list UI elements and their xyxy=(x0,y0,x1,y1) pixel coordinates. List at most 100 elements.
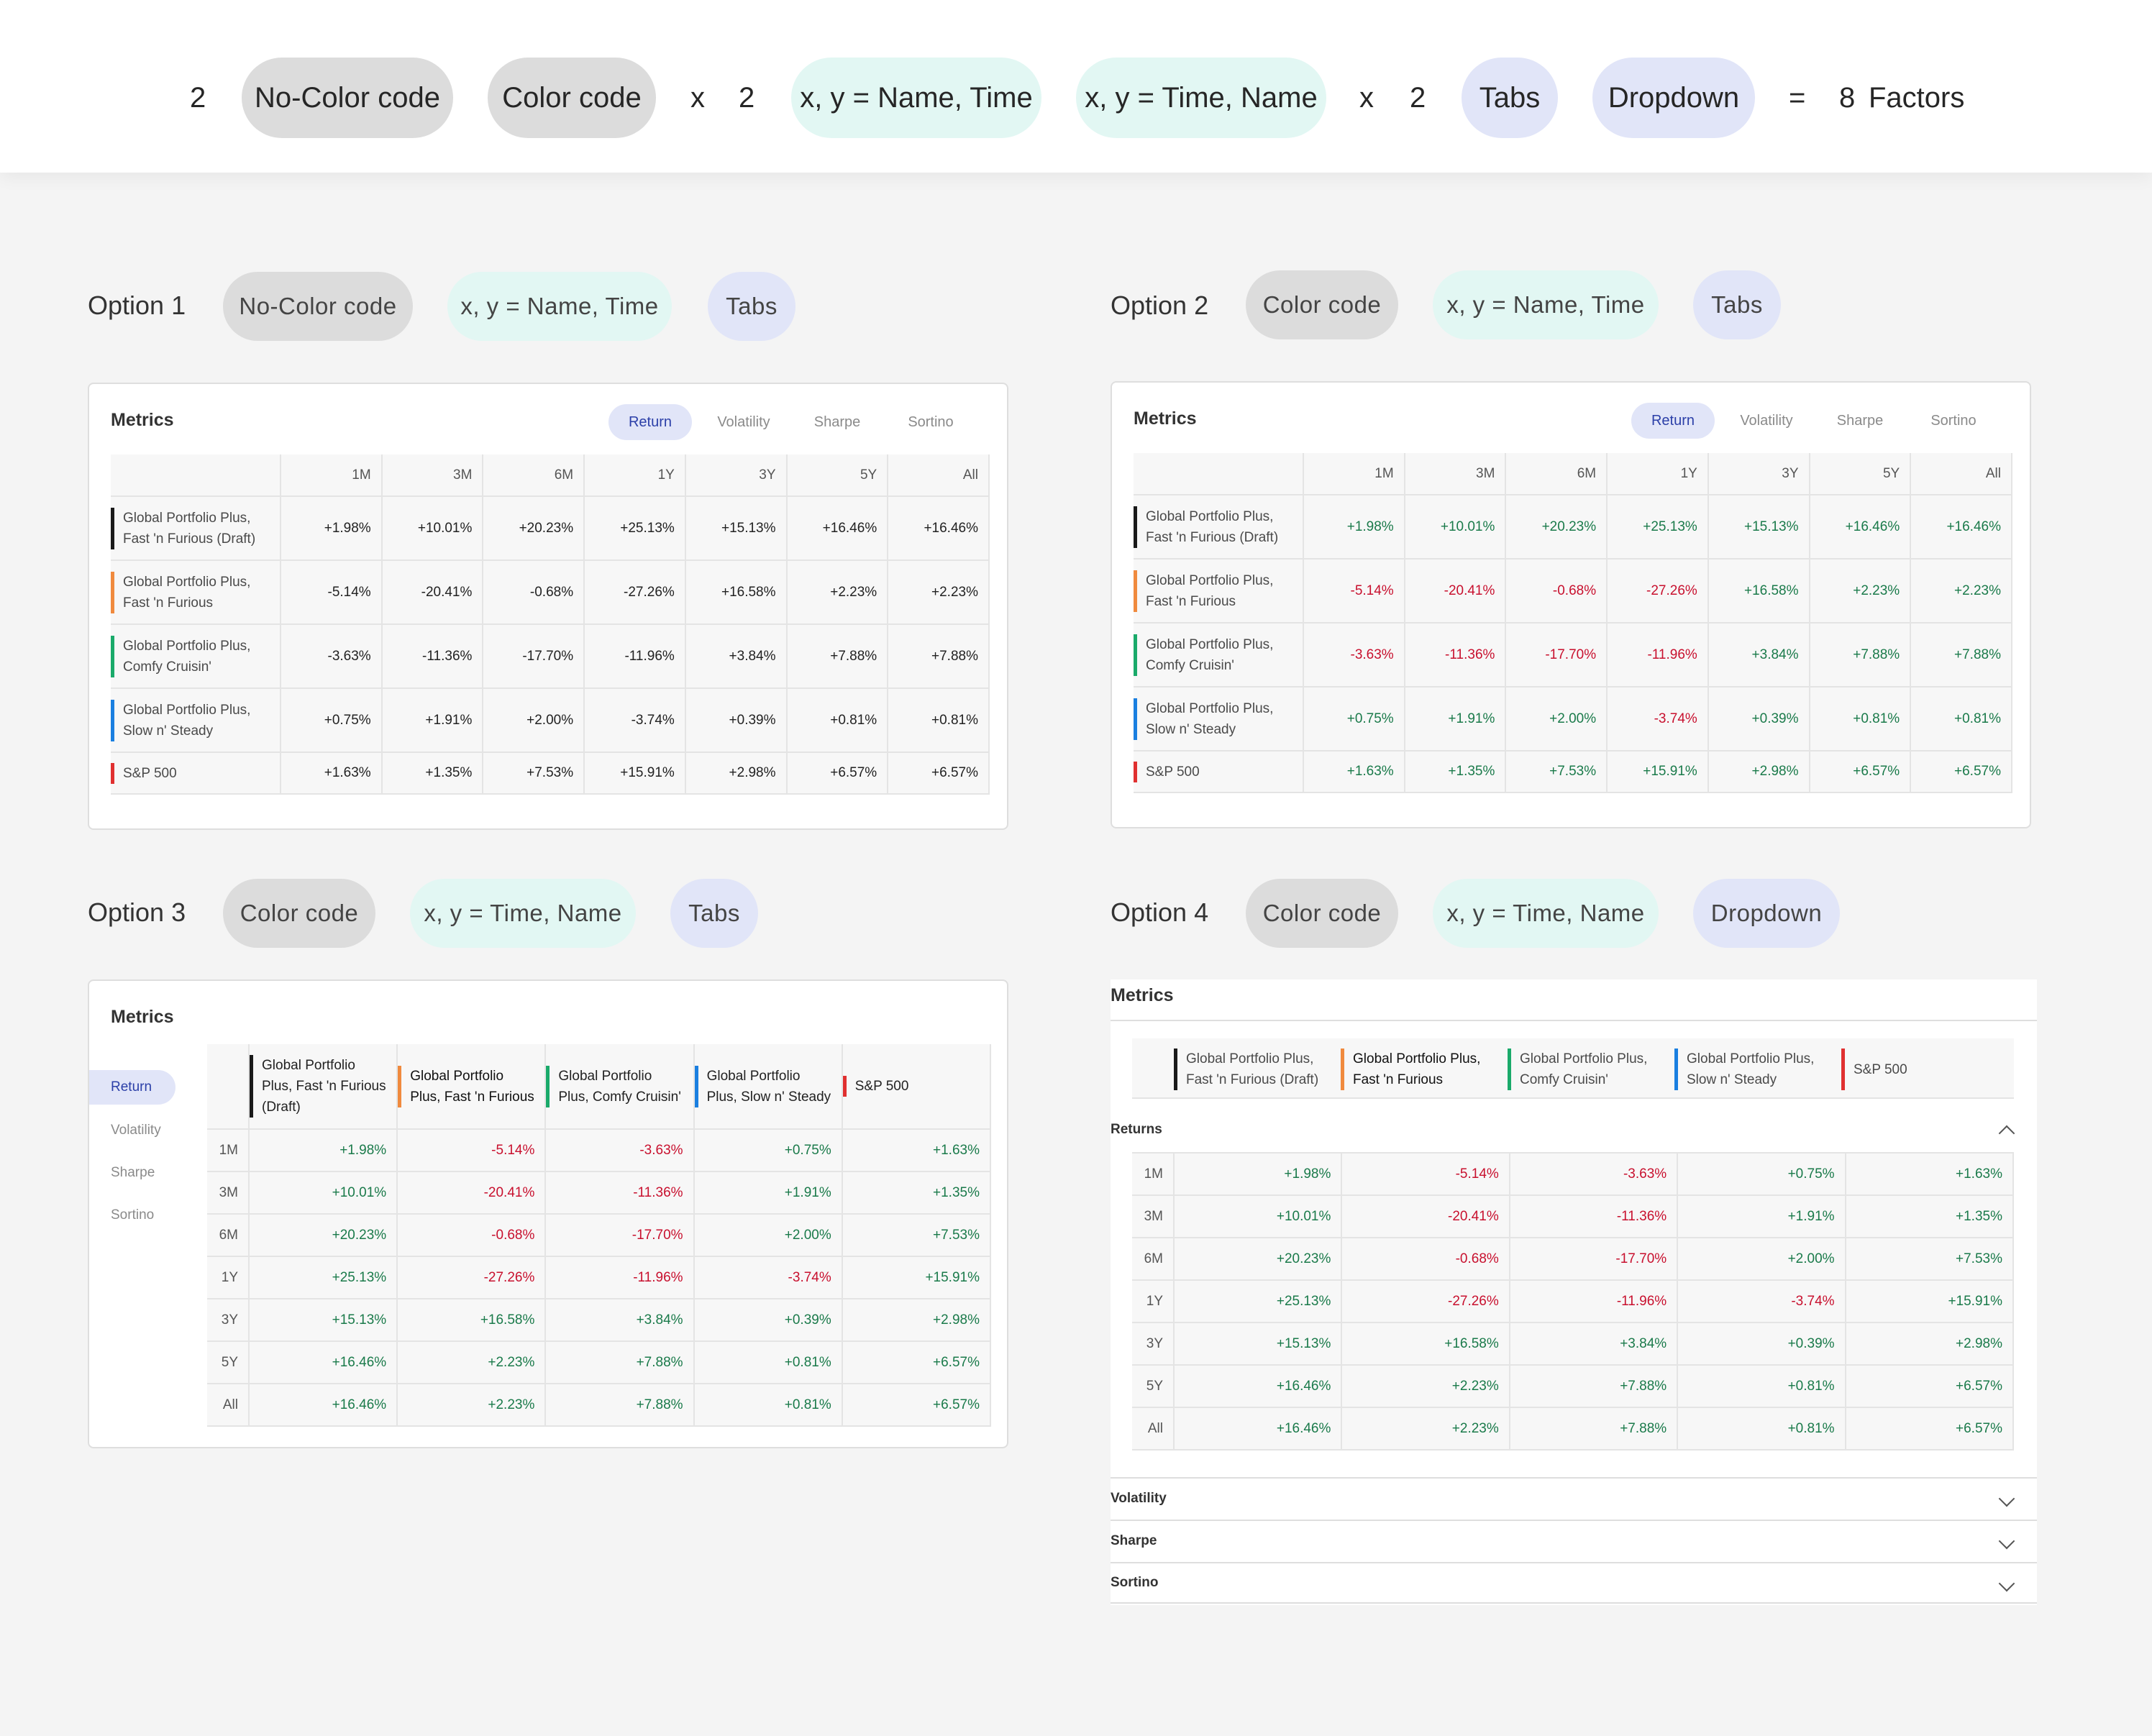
value-cell: -11.36% xyxy=(1509,1195,1679,1238)
period-header: All xyxy=(1910,453,2012,495)
value-cell: +16.46% xyxy=(249,1384,398,1427)
portfolio-name-line1: S&P 500 xyxy=(1146,764,1200,780)
option-4-title: Option 4 xyxy=(1111,897,1209,927)
value-cell: +1.91% xyxy=(1404,687,1507,751)
value-cell: -3.74% xyxy=(1607,687,1709,751)
period-header: 6M xyxy=(483,454,585,497)
value-cell: +20.23% xyxy=(1174,1238,1343,1281)
portfolio-header-cell: Global Portfolio Plus, Comfy Cruisin' xyxy=(545,1044,695,1130)
period-header: 1Y xyxy=(584,454,686,497)
value-cell: +1.63% xyxy=(842,1129,992,1172)
portfolio-name: S&P 500 xyxy=(842,1076,990,1097)
equals-sign: = xyxy=(1789,81,1806,114)
value-cell: -11.96% xyxy=(1509,1280,1679,1323)
portfolio-name-line: Global Portfolio xyxy=(558,1068,652,1084)
portfolio-name-line: Global Portfolio Plus, xyxy=(1687,1051,1815,1066)
portfolio-header-cell: S&P 500 xyxy=(842,1044,992,1130)
tab-sortino[interactable]: Sortino xyxy=(1930,412,1977,429)
chevron-up-icon xyxy=(1998,1125,2015,1142)
period-header: 6M xyxy=(1505,453,1608,495)
table-row: 5Y +16.46% +2.23% +7.88% +0.81% +6.57% xyxy=(207,1341,992,1384)
value-cell: +0.81% xyxy=(693,1384,843,1427)
tab-return[interactable]: Return xyxy=(608,404,692,440)
tab-volatility[interactable]: Volatility xyxy=(111,1123,161,1138)
value-cell: -5.14% xyxy=(1303,559,1405,623)
value-cell: +7.53% xyxy=(1505,751,1608,793)
table-row: Global Portfolio Plus, Fast 'n Furious -5.… xyxy=(1134,559,2012,623)
value-cell: +1.35% xyxy=(842,1171,992,1215)
value-cell: +16.46% xyxy=(1809,495,1912,559)
value-cell: -0.68% xyxy=(1505,559,1608,623)
table-row: Global Portfolio Plus, Comfy Cruisin' -3.6… xyxy=(1134,623,2012,687)
value-cell: +0.39% xyxy=(1708,687,1810,751)
value-cell: +6.57% xyxy=(1845,1365,2015,1408)
value-cell: -5.14% xyxy=(281,560,383,625)
option-1-nav-pill: Tabs xyxy=(708,272,795,341)
tab-sortino[interactable]: Sortino xyxy=(111,1207,155,1223)
value-cell: -5.14% xyxy=(397,1129,547,1172)
volatility-section-header[interactable]: Volatility xyxy=(1111,1477,2037,1519)
metrics-table-transposed: Global Portfolio Plus, Fast 'n Furious (Dr… xyxy=(207,1044,992,1427)
header-row: 1M 3M 6M 1Y 3Y 5Y All xyxy=(111,454,990,497)
value-cell: +7.88% xyxy=(888,624,990,689)
value-cell: +1.98% xyxy=(1174,1152,1343,1196)
option-4-metrics-panel: Metrics Global Portfolio Plus, Fast 'n Fu… xyxy=(1111,979,2037,1605)
portfolio-name: Global Portfolio Plus, Fast 'n Furious (D… xyxy=(1134,506,1303,548)
value-cell: -11.36% xyxy=(545,1171,695,1215)
period-label: 1Y xyxy=(1132,1280,1175,1323)
portfolio-name-line: Global Portfolio xyxy=(262,1058,355,1073)
tab-return[interactable]: Return xyxy=(1631,403,1715,439)
portfolio-name-line: Global Portfolio Plus, xyxy=(1186,1051,1314,1066)
value-cell: +6.57% xyxy=(842,1384,992,1427)
value-cell: -3.63% xyxy=(1303,623,1405,687)
value-cell: +0.81% xyxy=(1809,687,1912,751)
tab-volatility[interactable]: Volatility xyxy=(1740,412,1793,429)
value-cell: +1.35% xyxy=(381,752,484,795)
returns-section-header[interactable]: Returns xyxy=(1111,1109,2037,1149)
sortino-section-header[interactable]: Sortino xyxy=(1111,1562,2037,1604)
sharpe-section-label: Sharpe xyxy=(1111,1533,1157,1548)
value-cell: +3.84% xyxy=(1509,1322,1679,1366)
value-cell: +3.84% xyxy=(545,1299,695,1342)
portfolio-name-cell: Global Portfolio Plus, Fast 'n Furious xyxy=(111,560,281,625)
period-label: All xyxy=(207,1384,250,1427)
portfolio-name-line: (Draft) xyxy=(262,1100,301,1115)
value-cell: -20.41% xyxy=(1341,1195,1510,1238)
tab-volatility[interactable]: Volatility xyxy=(717,414,770,430)
option-2-metrics-card: Metrics Return Volatility Sharpe Sortino… xyxy=(1111,381,2031,828)
value-cell: +0.81% xyxy=(1677,1407,1846,1451)
portfolio-name: Global Portfolio Plus, Fast 'n Furious xyxy=(1134,570,1303,612)
option-1-title: Option 1 xyxy=(88,291,186,320)
table-row: 1Y +25.13% -27.26% -11.96% -3.74% +15.91% xyxy=(207,1256,992,1299)
tab-sharpe[interactable]: Sharpe xyxy=(813,414,861,430)
table-row: Global Portfolio Plus, Fast 'n Furious (D… xyxy=(111,496,990,561)
table-row: Global Portfolio Plus, Slow n' Steady +0.7… xyxy=(1134,687,2012,751)
value-cell: -17.70% xyxy=(1509,1238,1679,1281)
chevron-down-icon xyxy=(1998,1490,2015,1507)
value-cell: -3.63% xyxy=(545,1129,695,1172)
portfolio-name: S&P 500 xyxy=(1134,761,1303,782)
axes-name-time-pill: x, y = Name, Time xyxy=(791,58,1041,138)
option-3-axes-pill: x, y = Time, Name xyxy=(410,879,636,948)
portfolio-header-cell: Global Portfolio Plus, Slow n' Steady xyxy=(693,1044,843,1130)
portfolio-header-row: Global Portfolio Plus, Fast 'n Furious (D… xyxy=(1132,1038,2014,1099)
value-cell: +15.91% xyxy=(842,1256,992,1299)
value-cell: +2.23% xyxy=(888,560,990,625)
tab-sharpe[interactable]: Sharpe xyxy=(1836,412,1884,429)
table-row: 3Y +15.13% +16.58% +3.84% +0.39% +2.98% xyxy=(1132,1322,2015,1366)
factor-count-nav: 2 xyxy=(1410,81,1426,114)
tab-return[interactable]: Return xyxy=(89,1070,175,1105)
sharpe-section-header[interactable]: Sharpe xyxy=(1111,1520,2037,1561)
value-cell: +0.81% xyxy=(1910,687,2012,751)
value-cell: +7.88% xyxy=(545,1384,695,1427)
period-label: 5Y xyxy=(1132,1365,1175,1408)
period-header: 3Y xyxy=(1708,453,1810,495)
header-row: Global Portfolio Plus, Fast 'n Furious (Dr… xyxy=(207,1044,992,1130)
dropdown-pill: Dropdown xyxy=(1592,58,1755,138)
tab-sharpe[interactable]: Sharpe xyxy=(111,1165,155,1180)
value-cell: +15.13% xyxy=(249,1299,398,1342)
tab-sortino[interactable]: Sortino xyxy=(908,414,954,430)
period-header: 3M xyxy=(1404,453,1507,495)
period-header: 1M xyxy=(1303,453,1405,495)
portfolio-name-line2: Fast 'n Furious xyxy=(123,595,214,611)
